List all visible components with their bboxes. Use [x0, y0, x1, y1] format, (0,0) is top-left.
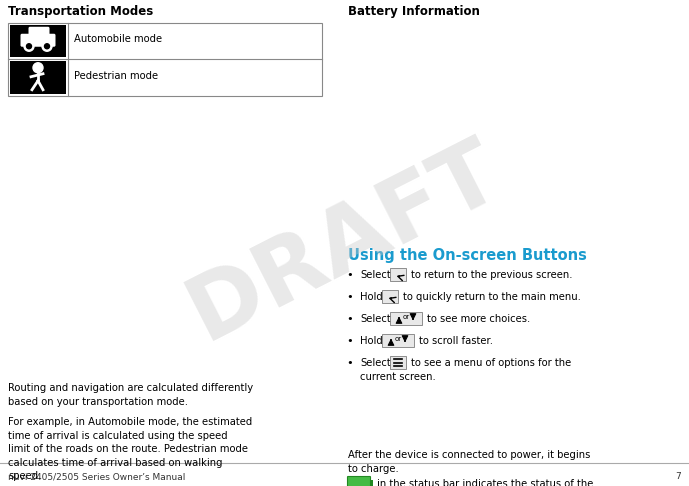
Bar: [10, 62, 66, 94]
Text: to see more choices.: to see more choices.: [427, 314, 531, 324]
Text: DRAFT: DRAFT: [174, 127, 514, 359]
Text: to quickly return to the main menu.: to quickly return to the main menu.: [403, 292, 581, 302]
Text: based on your transportation mode.: based on your transportation mode.: [8, 397, 188, 406]
FancyBboxPatch shape: [28, 27, 50, 38]
FancyBboxPatch shape: [382, 334, 414, 347]
Text: •: •: [346, 270, 353, 280]
Text: nüvi 2405/2505 Series Owner’s Manual: nüvi 2405/2505 Series Owner’s Manual: [8, 472, 185, 481]
FancyBboxPatch shape: [390, 356, 406, 369]
Text: Using the On-screen Buttons: Using the On-screen Buttons: [348, 248, 587, 263]
Circle shape: [42, 41, 52, 51]
Circle shape: [45, 44, 50, 49]
Text: to charge.: to charge.: [348, 464, 399, 473]
Text: Transportation Modes: Transportation Modes: [8, 5, 153, 18]
Text: current screen.: current screen.: [360, 372, 435, 382]
Text: limit of the roads on the route. Pedestrian mode: limit of the roads on the route. Pedestr…: [8, 444, 248, 454]
Text: to see a menu of options for the: to see a menu of options for the: [411, 358, 571, 368]
Text: After the device is connected to power, it begins: After the device is connected to power, …: [348, 450, 590, 460]
Text: Hold: Hold: [360, 336, 383, 346]
FancyBboxPatch shape: [390, 268, 406, 281]
FancyBboxPatch shape: [390, 312, 422, 325]
Text: or: or: [394, 336, 402, 342]
Text: Hold: Hold: [360, 292, 383, 302]
Bar: [8, 23, 322, 96]
Circle shape: [26, 44, 32, 49]
Text: speed.: speed.: [8, 471, 41, 481]
Text: Select: Select: [360, 270, 391, 280]
Text: •: •: [346, 336, 353, 346]
Text: Automobile mode: Automobile mode: [74, 34, 162, 44]
Bar: [10, 25, 66, 57]
Text: Pedestrian mode: Pedestrian mode: [74, 71, 158, 81]
Text: Select: Select: [360, 314, 391, 324]
Text: in the status bar indicates the status of the: in the status bar indicates the status o…: [377, 479, 593, 486]
FancyBboxPatch shape: [382, 290, 398, 303]
Text: •: •: [346, 314, 353, 324]
Text: •: •: [346, 292, 353, 302]
Text: or: or: [402, 314, 409, 320]
Circle shape: [24, 41, 34, 51]
Text: •: •: [346, 358, 353, 368]
Text: time of arrival is calculated using the speed: time of arrival is calculated using the …: [8, 431, 227, 440]
Text: Routing and navigation are calculated differently: Routing and navigation are calculated di…: [8, 383, 253, 393]
Text: 7: 7: [675, 472, 681, 481]
FancyBboxPatch shape: [347, 476, 371, 486]
Text: Select: Select: [360, 358, 391, 368]
Bar: [370, 480, 373, 486]
Text: For example, in Automobile mode, the estimated: For example, in Automobile mode, the est…: [8, 417, 252, 427]
FancyBboxPatch shape: [21, 34, 56, 47]
Text: Battery Information: Battery Information: [348, 5, 480, 18]
Text: to return to the previous screen.: to return to the previous screen.: [411, 270, 573, 280]
Text: calculates time of arrival based on walking: calculates time of arrival based on walk…: [8, 457, 223, 468]
Circle shape: [33, 63, 43, 73]
Text: to scroll faster.: to scroll faster.: [419, 336, 493, 346]
